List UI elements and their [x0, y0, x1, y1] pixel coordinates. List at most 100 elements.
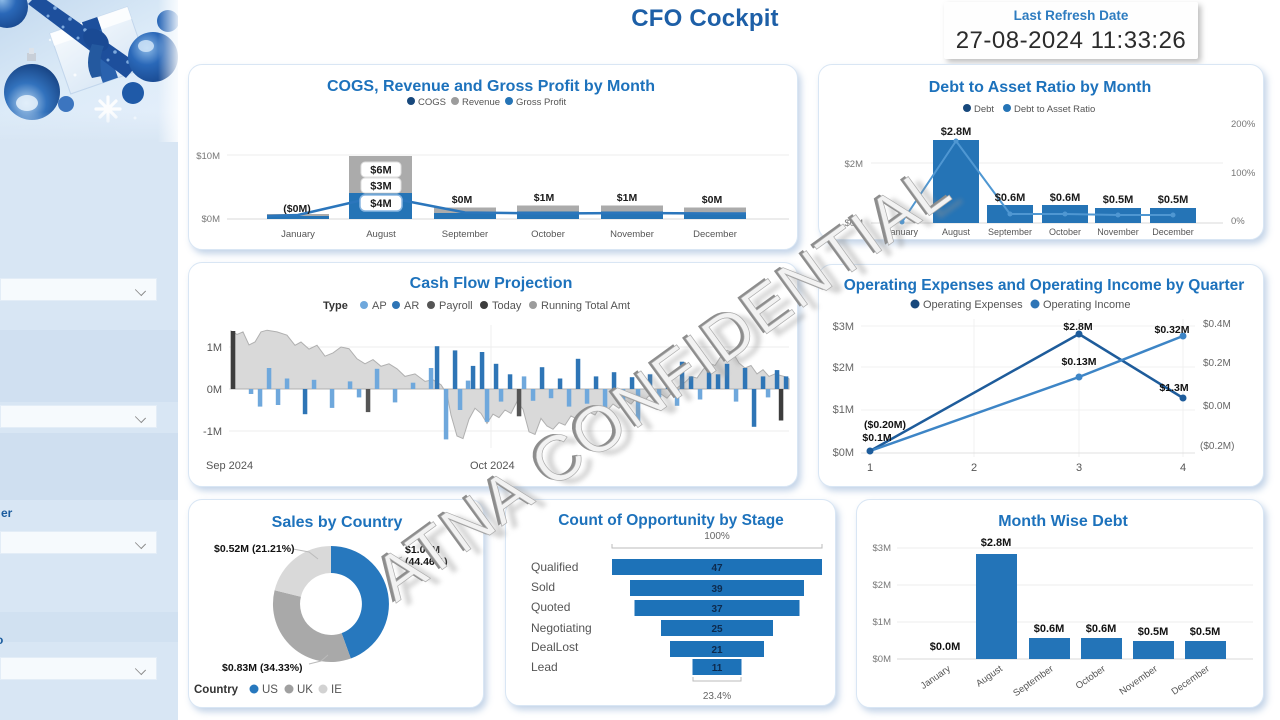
svg-text:Cash Flow Projection: Cash Flow Projection [410, 275, 573, 292]
svg-text:AP: AP [372, 300, 387, 312]
svg-text:23.4%: 23.4% [703, 691, 731, 702]
svg-text:$3M: $3M [833, 321, 854, 333]
svg-text:Country: Country [194, 684, 239, 696]
svg-text:$0.2M: $0.2M [1203, 358, 1231, 369]
svg-text:Payroll: Payroll [439, 300, 473, 312]
svg-text:Lead: Lead [531, 660, 558, 674]
svg-text:Sep 2024: Sep 2024 [206, 460, 253, 472]
svg-text:COGS: COGS [418, 97, 446, 108]
svg-text:3: 3 [1076, 462, 1082, 474]
svg-text:Today: Today [492, 300, 522, 312]
svg-text:$0.1M: $0.1M [862, 432, 891, 444]
svg-text:September: September [988, 227, 1032, 237]
svg-text:1: 1 [867, 462, 873, 474]
svg-text:IE: IE [331, 684, 342, 696]
svg-text:$0.4M: $0.4M [1203, 319, 1231, 330]
svg-text:October: October [1049, 227, 1081, 237]
svg-text:$0M: $0M [452, 194, 473, 206]
svg-text:November: November [1118, 663, 1160, 697]
svg-text:$2M: $2M [873, 580, 892, 591]
svg-text:AR: AR [404, 300, 419, 312]
svg-text:$0.5M: $0.5M [1103, 194, 1134, 206]
svg-text:Type: Type [323, 300, 348, 312]
svg-text:August: August [942, 227, 971, 237]
svg-text:Oct 2024: Oct 2024 [470, 460, 515, 472]
svg-text:$6M: $6M [370, 165, 391, 177]
svg-text:Debt: Debt [974, 104, 994, 115]
svg-text:October: October [531, 229, 565, 240]
svg-text:Gross Profit: Gross Profit [516, 97, 567, 108]
svg-text:November: November [1097, 227, 1139, 237]
svg-text:DealLost: DealLost [531, 640, 579, 654]
svg-text:January: January [281, 229, 315, 240]
svg-text:Operating Income: Operating Income [1043, 299, 1130, 311]
svg-text:Debt to Asset Ratio by Month: Debt to Asset Ratio by Month [929, 79, 1152, 96]
svg-text:$0.5M: $0.5M [1138, 626, 1169, 638]
svg-text:100%: 100% [1231, 168, 1256, 179]
svg-text:October: October [1074, 663, 1108, 691]
svg-text:December: December [1170, 663, 1212, 697]
svg-text:Quoted: Quoted [531, 600, 570, 614]
svg-text:$2M: $2M [833, 362, 854, 374]
svg-text:(44.46%): (44.46%) [405, 556, 448, 568]
svg-text:21: 21 [711, 645, 723, 656]
svg-text:1M: 1M [207, 342, 222, 354]
svg-text:$1M: $1M [833, 404, 854, 416]
svg-text:Sales by Country: Sales by Country [272, 514, 403, 531]
svg-text:$0.13M: $0.13M [1061, 356, 1096, 368]
svg-text:$0.6M: $0.6M [1034, 623, 1065, 635]
svg-text:Running Total Amt: Running Total Amt [541, 300, 630, 312]
svg-text:Count of Opportunity by Stage: Count of Opportunity by Stage [558, 512, 784, 529]
svg-text:December: December [693, 229, 737, 240]
svg-text:$4M: $4M [370, 198, 391, 210]
svg-text:August: August [366, 229, 396, 240]
svg-text:UK: UK [297, 684, 313, 696]
svg-text:$0.5M: $0.5M [1190, 626, 1221, 638]
svg-text:$0M: $0M [202, 214, 221, 225]
svg-text:$0.6M: $0.6M [1086, 623, 1117, 635]
svg-text:37: 37 [711, 604, 723, 615]
svg-text:$0.5M: $0.5M [1158, 194, 1189, 206]
svg-text:$1.08M: $1.08M [405, 544, 440, 556]
svg-text:$0.83M (34.33%): $0.83M (34.33%) [222, 662, 303, 674]
svg-text:January: January [886, 227, 919, 237]
svg-text:COGS, Revenue and Gross Profit: COGS, Revenue and Gross Profit by Month [327, 78, 655, 95]
svg-text:25: 25 [711, 624, 723, 635]
svg-text:$0M: $0M [873, 654, 892, 665]
svg-text:$0M: $0M [845, 218, 864, 229]
svg-text:$2M: $2M [845, 159, 864, 170]
svg-text:$0.52M (21.21%): $0.52M (21.21%) [214, 543, 295, 555]
svg-text:December: December [1152, 227, 1194, 237]
svg-text:($0.2M): ($0.2M) [1200, 441, 1234, 452]
svg-text:100%: 100% [704, 531, 730, 542]
svg-text:($0.20M): ($0.20M) [864, 419, 906, 431]
svg-text:$1M: $1M [534, 192, 555, 204]
svg-text:September: September [1011, 663, 1055, 699]
svg-text:$10M: $10M [196, 151, 220, 162]
svg-text:$2.8M: $2.8M [1063, 321, 1092, 333]
svg-text:39: 39 [711, 584, 723, 595]
svg-text:Sold: Sold [531, 580, 555, 594]
svg-text:November: November [610, 229, 654, 240]
svg-text:$1M: $1M [873, 617, 892, 628]
svg-text:11: 11 [712, 663, 723, 674]
svg-text:$3M: $3M [370, 181, 391, 193]
svg-text:$0.6M: $0.6M [1050, 192, 1081, 204]
svg-text:($0M): ($0M) [283, 203, 310, 215]
svg-text:$2.8M: $2.8M [981, 537, 1012, 549]
svg-text:0M: 0M [207, 384, 222, 396]
svg-text:January: January [919, 663, 953, 692]
svg-text:Debt to Asset Ratio: Debt to Asset Ratio [1014, 104, 1095, 115]
svg-text:47: 47 [711, 563, 723, 574]
svg-text:September: September [442, 229, 488, 240]
svg-text:$1M: $1M [617, 192, 638, 204]
svg-text:US: US [262, 684, 278, 696]
svg-text:Operating Expenses and Operati: Operating Expenses and Operating Income … [844, 277, 1245, 294]
svg-text:0%: 0% [1231, 216, 1245, 227]
svg-text:$2.8M: $2.8M [941, 126, 972, 138]
svg-text:Month Wise Debt: Month Wise Debt [998, 513, 1128, 530]
svg-text:$0.0M: $0.0M [930, 641, 961, 653]
svg-text:$3M: $3M [873, 543, 892, 554]
svg-text:200%: 200% [1231, 119, 1256, 130]
svg-text:4: 4 [1180, 462, 1186, 474]
